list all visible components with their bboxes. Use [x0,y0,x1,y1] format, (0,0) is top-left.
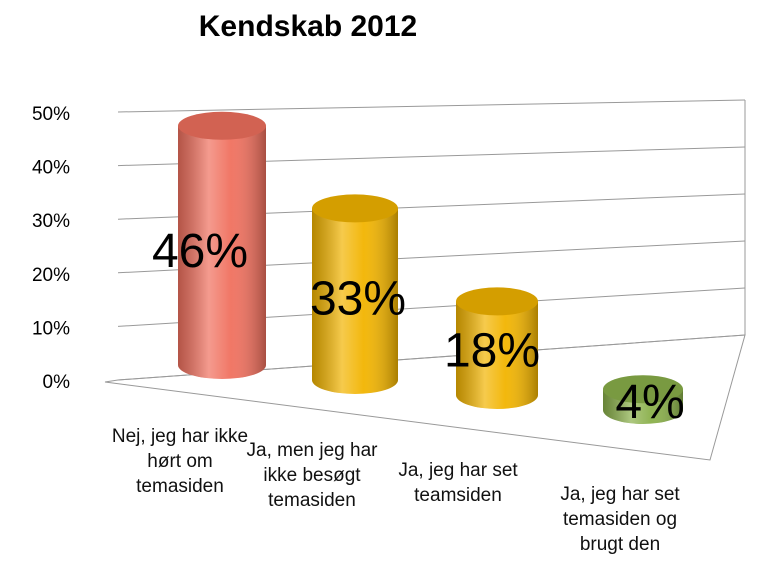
chart-title: Kendskab 2012 [199,10,417,43]
bar [456,287,538,409]
data-label: 4% [615,376,684,429]
bar-shade [312,208,398,394]
x-tick-label: Nej, jeg har ikke hørt om temasiden [111,426,249,497]
x-tick-label: Ja, men jeg har ikke besøgt temasiden [246,440,378,511]
bar-top [178,111,266,140]
x-tick-label: Ja, jeg har set temasiden og brugt den [560,484,680,555]
y-tick-label: 30% [32,211,70,232]
grid-line [117,99,746,113]
data-label: 46% [152,225,248,278]
bar-shade [178,125,266,379]
data-label: 33% [310,272,406,325]
x-tick-label: Ja, jeg har set teamsiden [398,460,518,506]
bar-top-shade [178,111,266,140]
y-tick-label: 50% [32,104,70,125]
y-tick-label: 40% [32,158,70,179]
bar-shade [456,301,538,409]
y-tick-label: 20% [32,265,70,286]
bar-top-shade [603,375,683,404]
y-tick-label: 10% [32,318,70,339]
y-tick-label: 0% [43,372,71,393]
bar [603,375,683,424]
bar-top-shade [456,287,538,316]
bar-top-shade [312,194,398,223]
bar [312,194,398,394]
bar-top [603,375,683,404]
bar-top [312,194,398,223]
data-label: 18% [444,325,540,378]
bar [178,111,266,379]
bar-top [456,287,538,316]
